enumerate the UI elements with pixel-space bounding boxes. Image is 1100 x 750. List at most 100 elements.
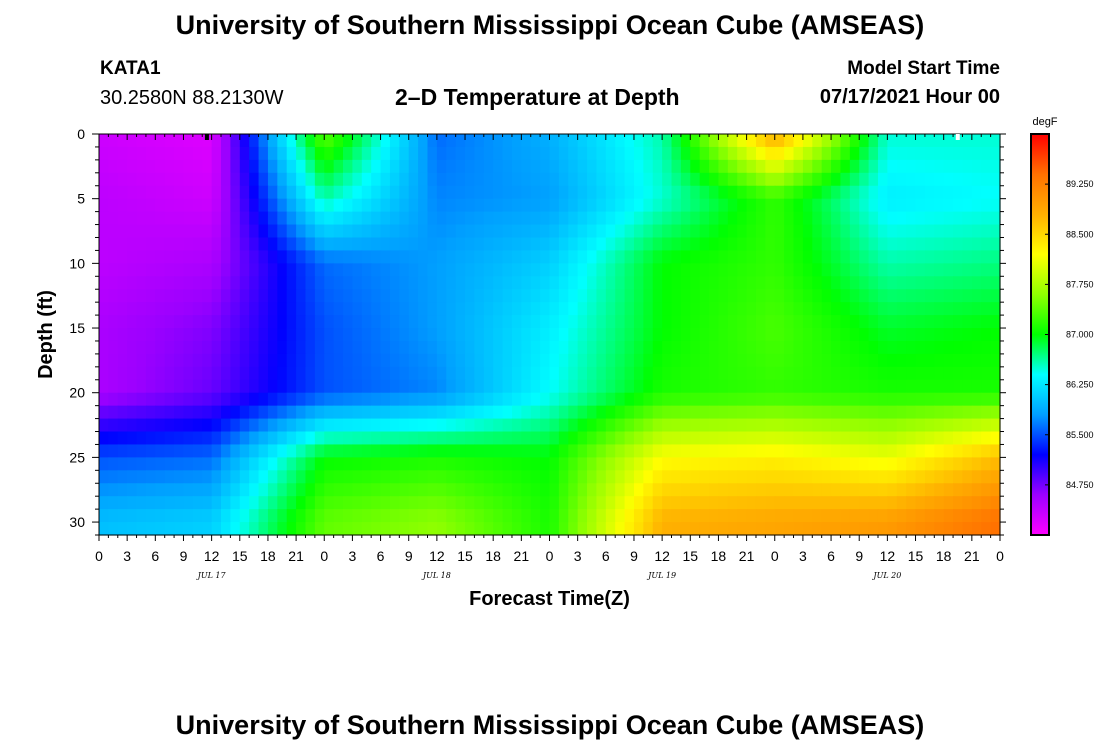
heatmap-cell xyxy=(624,457,635,471)
heatmap-cell xyxy=(277,379,288,394)
heatmap-cell xyxy=(568,340,579,355)
heatmap-cell xyxy=(502,379,513,394)
heatmap-cell xyxy=(540,431,551,446)
heatmap-cell xyxy=(924,431,935,446)
heatmap-cell xyxy=(530,315,541,329)
heatmap-cell xyxy=(849,172,860,187)
heatmap-cell xyxy=(483,457,494,471)
time-marker xyxy=(204,134,209,140)
heatmap-cell xyxy=(389,289,400,303)
heatmap-cell xyxy=(568,418,579,433)
heatmap-cell xyxy=(840,185,851,200)
heatmap-cell xyxy=(558,522,569,536)
heatmap-cell xyxy=(155,315,166,329)
heatmap-cell xyxy=(746,483,757,497)
heatmap-cell xyxy=(221,496,231,510)
heatmap-cell xyxy=(183,496,194,510)
heatmap-cell xyxy=(371,328,382,342)
heatmap-cell xyxy=(587,353,598,368)
heatmap-cell xyxy=(239,185,250,200)
heatmap-cell xyxy=(174,522,185,536)
heatmap-cell xyxy=(981,496,992,510)
heatmap-cell xyxy=(286,366,297,381)
heatmap-cell xyxy=(596,146,607,161)
heatmap-cell xyxy=(981,392,992,407)
heatmap-cell xyxy=(343,483,354,497)
heatmap-cell xyxy=(465,250,476,264)
heatmap-cell xyxy=(483,340,494,355)
heatmap-cell xyxy=(784,483,795,497)
heatmap-cell xyxy=(474,250,485,264)
heatmap-cell xyxy=(127,431,138,446)
heatmap-cell xyxy=(211,444,222,458)
heatmap-cell xyxy=(990,522,1001,536)
heatmap-cell xyxy=(549,418,560,433)
heatmap-cell xyxy=(343,522,354,536)
footer-title: University of Southern Mississippi Ocean… xyxy=(175,710,925,740)
heatmap-cell xyxy=(690,340,701,355)
heatmap-cell xyxy=(389,366,400,381)
heatmap-cell xyxy=(99,366,109,381)
heatmap-cell xyxy=(699,134,710,148)
heatmap-cell xyxy=(145,392,156,407)
heatmap-cell xyxy=(540,353,551,368)
heatmap-cell xyxy=(277,431,288,446)
heatmap-cell xyxy=(371,250,382,264)
heatmap-cell xyxy=(549,522,560,536)
heatmap-cell xyxy=(408,457,419,471)
x-tick-label: 6 xyxy=(602,548,610,564)
heatmap-cell xyxy=(981,470,992,484)
heatmap-cell xyxy=(718,405,729,420)
heatmap-cell xyxy=(239,340,250,355)
heatmap-cell xyxy=(737,340,748,355)
heatmap-cell xyxy=(633,418,644,433)
heatmap-cell xyxy=(558,185,569,200)
heatmap-cell xyxy=(896,418,907,433)
heatmap-cell xyxy=(953,185,964,200)
heatmap-cell xyxy=(333,496,344,510)
heatmap-cell xyxy=(652,211,663,226)
heatmap-cell xyxy=(343,159,354,174)
heatmap-cell xyxy=(784,172,795,187)
heatmap-cell xyxy=(962,444,973,458)
heatmap-cell xyxy=(239,198,250,213)
heatmap-cell xyxy=(99,263,109,277)
heatmap-cell xyxy=(380,379,391,394)
heatmap-cell xyxy=(511,340,522,355)
heatmap-cell xyxy=(389,522,400,536)
heatmap-cell xyxy=(305,276,316,290)
heatmap-cell xyxy=(117,146,128,161)
heatmap-cell xyxy=(831,211,842,226)
heatmap-cell xyxy=(361,418,372,433)
heatmap-cell xyxy=(493,134,504,148)
heatmap-cell xyxy=(662,379,673,394)
heatmap-cell xyxy=(718,340,729,355)
heatmap-cell xyxy=(183,418,194,433)
heatmap-cell xyxy=(408,315,419,329)
heatmap-cell xyxy=(877,172,888,187)
heatmap-cell xyxy=(558,392,569,407)
heatmap-cell xyxy=(211,379,222,394)
heatmap-cell xyxy=(521,340,532,355)
heatmap-cell xyxy=(540,134,551,148)
heatmap-cell xyxy=(502,250,513,264)
heatmap-cell xyxy=(192,172,203,187)
heatmap-cell xyxy=(568,509,579,523)
heatmap-cell xyxy=(962,315,973,329)
heatmap-cell xyxy=(258,328,269,342)
heatmap-cell xyxy=(802,509,813,523)
heatmap-cell xyxy=(427,198,438,213)
heatmap-cell xyxy=(690,315,701,329)
heatmap-cell xyxy=(296,211,307,226)
heatmap-cell xyxy=(455,172,466,187)
heatmap-cell xyxy=(221,366,231,381)
heatmap-cell xyxy=(211,159,222,174)
heatmap-cell xyxy=(859,353,870,368)
heatmap-cell xyxy=(211,470,222,484)
heatmap-cell xyxy=(549,159,560,174)
heatmap-cell xyxy=(962,366,973,381)
heatmap-cell xyxy=(896,470,907,484)
heatmap-cell xyxy=(784,366,795,381)
heatmap-cell xyxy=(446,224,457,239)
heatmap-cell xyxy=(305,198,316,213)
